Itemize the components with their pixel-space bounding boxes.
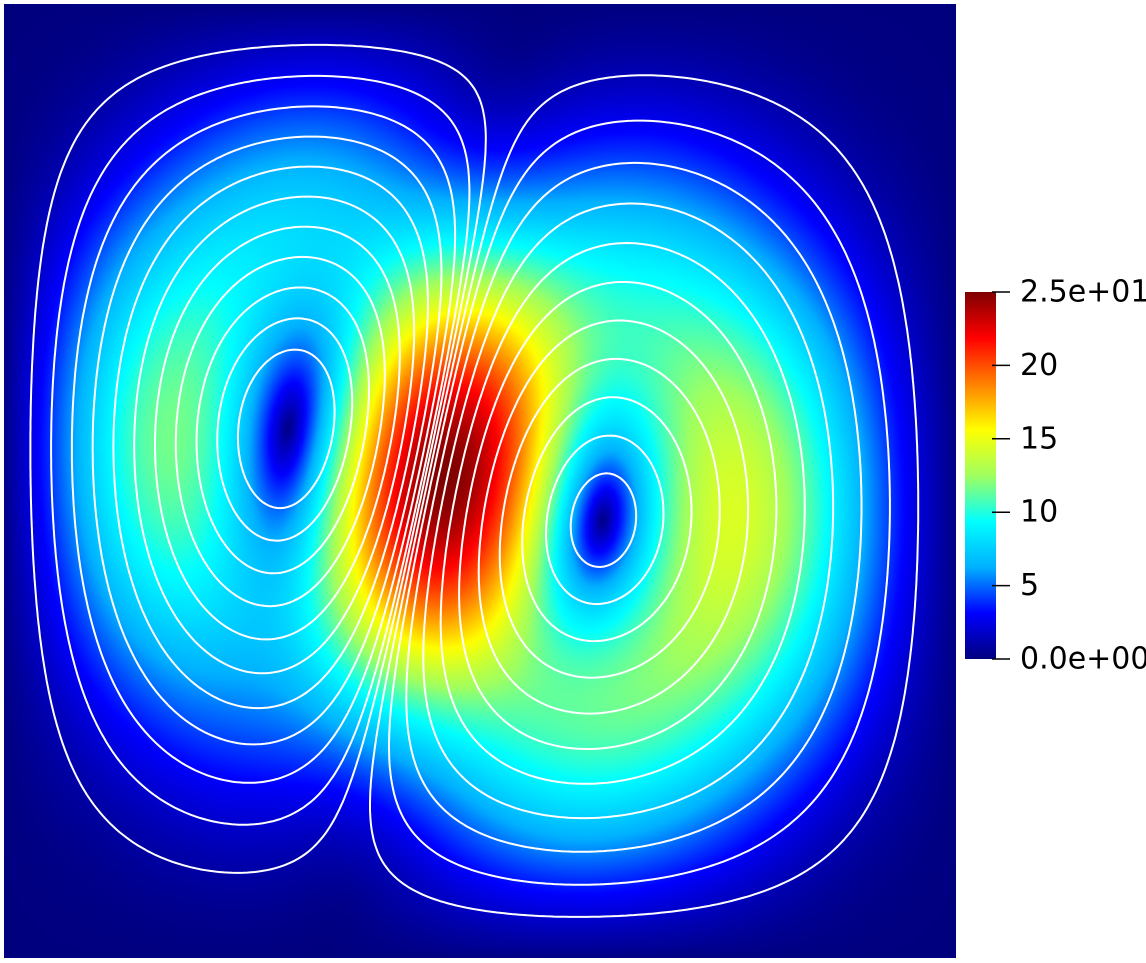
streamline — [174, 255, 386, 608]
streamline — [369, 74, 920, 918]
colorbar-tick-label: 20 — [1020, 348, 1058, 383]
streamline — [569, 472, 638, 569]
colorbar-tick-label: 15 — [1020, 421, 1058, 456]
streamline — [405, 161, 863, 853]
streamline — [216, 317, 354, 542]
streamline — [112, 165, 429, 710]
colorbar: 2.5e+01 20 15 10 5 0.0e+00 — [965, 275, 1146, 677]
streamline — [154, 225, 401, 641]
scalar-field — [4, 4, 956, 958]
streamline — [498, 357, 721, 679]
streamline — [439, 241, 806, 785]
streamline — [50, 74, 471, 826]
streamline — [388, 119, 891, 886]
colorbar-tick-label: 5 — [1020, 568, 1039, 603]
streamline — [91, 135, 443, 746]
colorbar-gradient — [965, 292, 996, 659]
colorbar-tick-label: 10 — [1020, 495, 1058, 530]
streamline — [458, 281, 778, 750]
streamlines — [29, 43, 920, 918]
streamline — [521, 396, 693, 643]
streamline — [422, 202, 835, 820]
streamline — [477, 319, 750, 715]
streamline — [236, 348, 336, 510]
streamline — [133, 195, 416, 675]
streamline — [195, 286, 370, 575]
colorbar-tick-label: 2.5e+01 — [1020, 275, 1146, 310]
streamline — [29, 43, 487, 874]
plot-area — [4, 4, 956, 958]
colorbar-tick-label: 0.0e+00 — [1020, 642, 1146, 677]
colorbar-ticks: 2.5e+01 20 15 10 5 0.0e+00 — [992, 275, 1146, 677]
streamline — [70, 105, 457, 784]
streamline — [544, 434, 665, 606]
